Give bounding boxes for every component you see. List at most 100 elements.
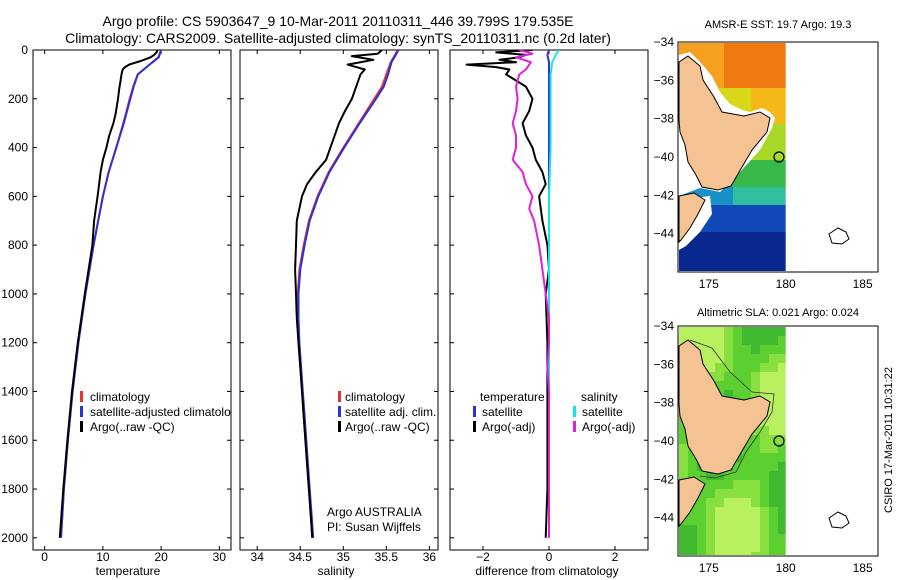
sla-cell xyxy=(742,453,751,462)
legend-swatch-argo xyxy=(80,421,83,432)
sla-cell xyxy=(760,390,769,399)
sst-cell xyxy=(760,187,769,196)
sst-cell xyxy=(742,178,751,187)
sst-lon-label: 180 xyxy=(776,277,796,291)
sla-cell xyxy=(697,498,706,507)
sst-cell xyxy=(733,196,742,205)
sla-cell xyxy=(688,327,697,336)
sla-cell xyxy=(724,525,733,534)
sst-cell xyxy=(760,241,769,250)
sst-cell xyxy=(742,232,751,241)
sst-cell xyxy=(706,187,715,196)
sla-cell xyxy=(715,489,724,498)
sla-cell xyxy=(778,354,786,363)
temperature-line-satellite-adjusted-climatology xyxy=(60,50,163,538)
sla-cell xyxy=(778,417,786,426)
legend-label-satellite: satellite-adjusted climatology xyxy=(90,405,243,419)
salinity-xtick-label: 35.5 xyxy=(375,550,399,564)
sst-cell xyxy=(778,52,786,61)
sla-cell xyxy=(688,453,697,462)
sla-cell xyxy=(778,507,786,516)
sla-cell xyxy=(688,507,697,516)
sla-cell xyxy=(769,435,778,444)
salinity-axis-label: salinity xyxy=(318,564,355,578)
sst-cell xyxy=(742,187,751,196)
sst-cell xyxy=(742,79,751,88)
sla-cell xyxy=(715,327,724,336)
sst-cell xyxy=(742,169,751,178)
sla-cell xyxy=(697,507,706,516)
difference-line-argo-adj xyxy=(465,50,550,538)
sst-cell xyxy=(760,268,769,271)
sst-cell xyxy=(778,70,786,79)
sla-cell xyxy=(769,408,778,417)
sst-cell xyxy=(769,187,778,196)
sla-cell xyxy=(742,489,751,498)
sst-cell xyxy=(751,88,760,97)
temperature-axes xyxy=(32,49,232,551)
sst-cell xyxy=(688,268,697,271)
salinity-series-group xyxy=(294,50,400,538)
sla-cell xyxy=(751,453,760,462)
sla-cell xyxy=(751,372,760,381)
sst-cell xyxy=(769,106,778,115)
sla-cell xyxy=(715,516,724,525)
sst-cell xyxy=(724,241,733,250)
sla-cell xyxy=(751,507,760,516)
difference-legend: temperature salinity satellite Argo(-adj… xyxy=(473,390,635,434)
south-island-land xyxy=(678,476,706,528)
sla-cell xyxy=(760,480,769,489)
sla-cell xyxy=(724,507,733,516)
sst-cell xyxy=(715,223,724,232)
sst-cell xyxy=(742,268,751,271)
sla-cell xyxy=(751,435,760,444)
legend-label-sal-satellite: satellite xyxy=(582,405,623,419)
sla-cell xyxy=(778,453,786,462)
sla-cell xyxy=(688,525,697,534)
temperature-line-argo-raw-qc xyxy=(58,50,159,538)
sst-cell xyxy=(715,259,724,268)
sla-cell xyxy=(751,381,760,390)
legend-label-temp-argo: Argo(-adj) xyxy=(482,420,535,434)
sst-cell xyxy=(715,232,724,241)
sla-cell xyxy=(706,525,715,534)
sst-cell xyxy=(778,133,786,142)
sla-cell xyxy=(778,435,786,444)
north-island-land xyxy=(678,339,771,475)
sla-cell xyxy=(706,471,715,480)
sla-cell xyxy=(679,426,688,435)
sla-cell xyxy=(742,354,751,363)
sst-cell xyxy=(742,223,751,232)
sst-cell xyxy=(733,52,742,61)
sst-cell xyxy=(706,250,715,259)
sst-cell xyxy=(742,97,751,106)
sst-cell xyxy=(778,232,786,241)
sla-cell xyxy=(724,390,733,399)
sla-cell xyxy=(742,372,751,381)
sst-cell xyxy=(706,61,715,70)
sst-cell xyxy=(679,268,688,271)
sst-cell xyxy=(778,214,786,223)
sla-cell xyxy=(697,543,706,552)
sla-cell xyxy=(724,534,733,543)
sst-cell xyxy=(706,223,715,232)
legend-swatch-sal-satellite xyxy=(573,406,576,417)
sla-cell xyxy=(778,471,786,480)
sst-cell xyxy=(778,151,786,160)
sla-cell xyxy=(742,471,751,480)
sla-cell xyxy=(697,489,706,498)
sst-cell xyxy=(751,205,760,214)
sla-lon-label: 180 xyxy=(776,561,796,575)
sst-lon-label: 185 xyxy=(853,277,873,291)
sst-cell xyxy=(688,187,697,196)
sst-cell xyxy=(733,268,742,271)
sla-cell xyxy=(715,507,724,516)
sst-cell xyxy=(715,70,724,79)
salinity-axes xyxy=(239,49,439,551)
sla-cell xyxy=(769,444,778,453)
sst-map xyxy=(677,41,879,273)
sst-cell xyxy=(724,97,733,106)
sst-cell xyxy=(697,250,706,259)
sla-cell xyxy=(760,363,769,372)
